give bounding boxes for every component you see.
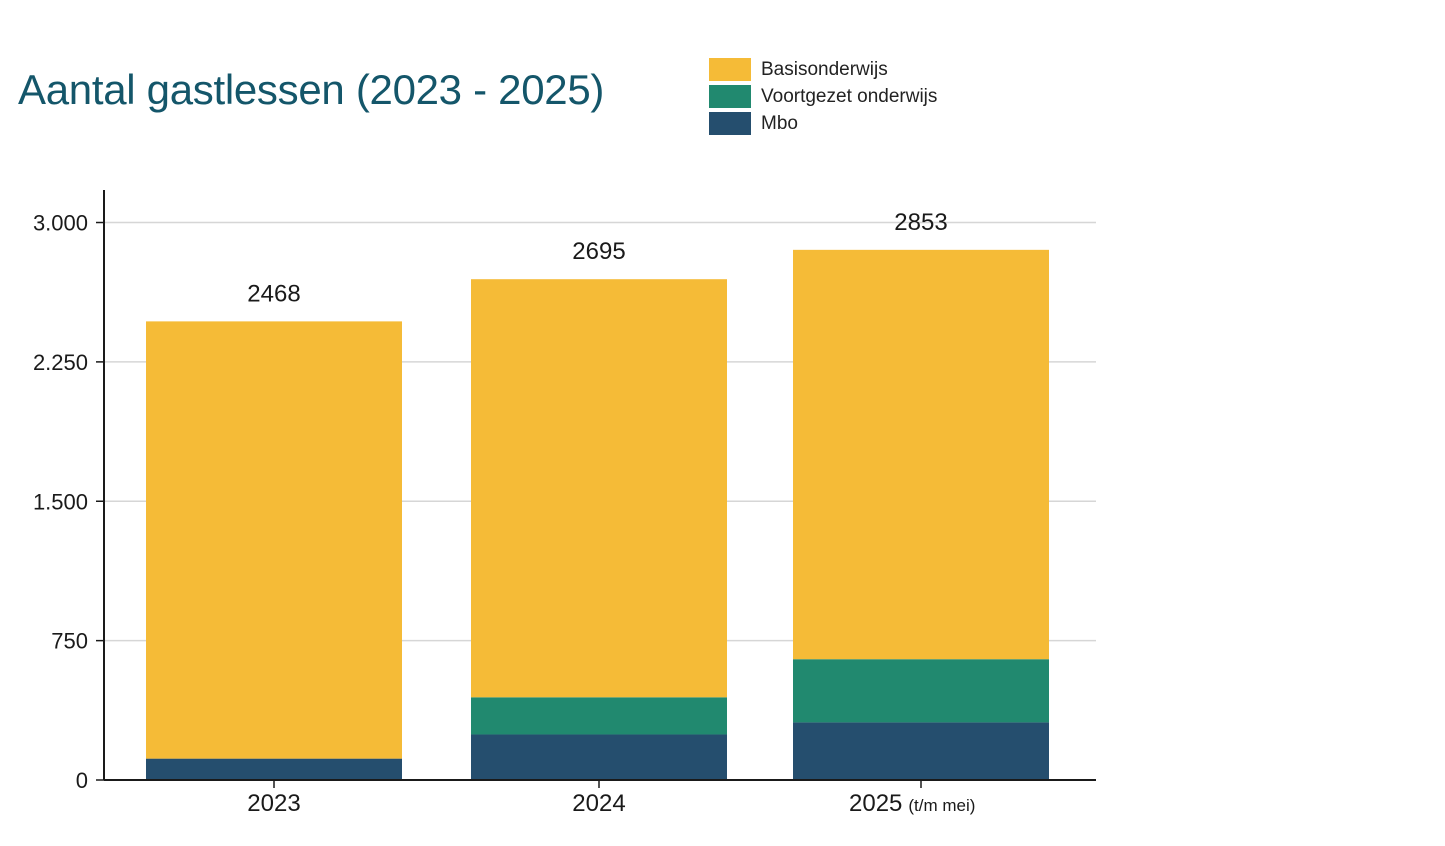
x-tick-note: (t/m mei) (908, 796, 975, 815)
total-label-2023: 2468 (247, 280, 300, 307)
x-tick-label-2025: 2025 (t/m mei) (849, 790, 975, 817)
total-label-2025: 2853 (894, 209, 947, 236)
bar-segment-basisonderwijs-2024 (471, 279, 727, 698)
y-tick-label: 2.250 (33, 350, 88, 375)
bar-segment-basisonderwijs-2025 (793, 249, 1049, 660)
legend-label-voortgezet-onderwijs: Voortgezet onderwijs (761, 85, 938, 107)
legend-swatch-basisonderwijs (709, 58, 751, 81)
legend: Basisonderwijs Voortgezet onderwijs Mbo (709, 56, 937, 137)
legend-swatch-voortgezet-onderwijs (709, 85, 751, 108)
y-tick-label: 0 (76, 768, 88, 793)
x-tick-label-text: 2024 (572, 790, 625, 817)
x-tick-label-text: 2023 (247, 790, 300, 817)
bar-segment-mbo-2024 (471, 734, 727, 780)
x-tick-label-text: 2025 (849, 790, 902, 817)
legend-swatch-mbo (709, 112, 751, 135)
bar-segment-voortgezet-onderwijs-2024 (471, 697, 727, 735)
y-tick-label: 1.500 (33, 489, 88, 514)
x-tick-label-2024: 2024 (572, 790, 625, 817)
legend-item-voortgezet-onderwijs: Voortgezet onderwijs (709, 83, 937, 110)
total-label-2024: 2695 (572, 238, 625, 265)
legend-item-basisonderwijs: Basisonderwijs (709, 56, 937, 83)
bar-segment-mbo-2025 (793, 722, 1049, 780)
y-tick-label: 3.000 (33, 211, 88, 236)
bar-segment-voortgezet-onderwijs-2025 (793, 659, 1049, 723)
bar-segment-basisonderwijs-2023 (146, 321, 402, 759)
y-tick-label: 750 (51, 629, 88, 654)
x-tick-label-2023: 2023 (247, 790, 300, 817)
chart-title: Aantal gastlessen (2023 - 2025) (18, 66, 605, 113)
bar-segment-mbo-2023 (146, 758, 402, 780)
legend-label-mbo: Mbo (761, 112, 798, 134)
legend-item-mbo: Mbo (709, 110, 937, 137)
legend-label-basisonderwijs: Basisonderwijs (761, 58, 888, 80)
